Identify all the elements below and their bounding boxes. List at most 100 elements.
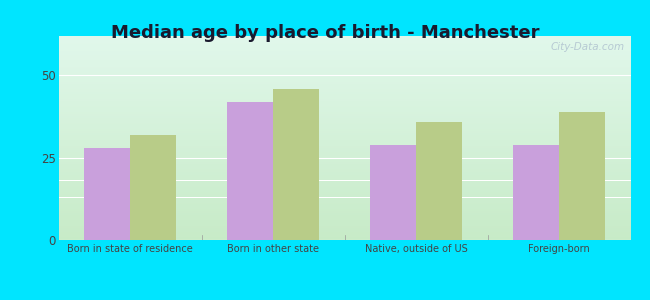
Bar (58, 189, 630, 191)
Bar (559, 112, 604, 240)
Bar (58, 124, 630, 126)
Bar (58, 146, 630, 148)
Bar (58, 174, 630, 176)
Bar (58, 102, 630, 104)
Bar (58, 141, 630, 143)
Bar (58, 138, 630, 140)
Bar (58, 100, 630, 102)
Bar (58, 128, 630, 130)
Bar (58, 61, 630, 63)
Bar (58, 38, 630, 39)
Bar (58, 199, 630, 201)
Bar (58, 130, 630, 131)
Bar (58, 155, 630, 157)
Bar (58, 60, 630, 61)
Bar (58, 170, 630, 172)
Bar (58, 191, 630, 192)
Bar (58, 209, 630, 211)
Bar (58, 44, 630, 46)
Bar (273, 88, 318, 240)
Bar (58, 51, 630, 53)
Bar (58, 72, 630, 74)
Bar (58, 109, 630, 111)
Bar (58, 148, 630, 150)
Bar (58, 206, 630, 208)
Bar (58, 221, 630, 223)
Bar (58, 84, 630, 85)
Bar (58, 220, 630, 221)
Bar (514, 145, 559, 240)
Bar (58, 179, 630, 181)
Bar (58, 48, 630, 50)
Bar (58, 92, 630, 94)
Bar (58, 89, 630, 90)
Bar (58, 162, 630, 164)
Bar (227, 102, 273, 240)
Bar (58, 165, 630, 167)
Bar (58, 232, 630, 233)
Bar (58, 116, 630, 118)
Bar (58, 74, 630, 75)
Bar (58, 143, 630, 145)
Bar (58, 157, 630, 158)
Bar (58, 95, 630, 97)
Bar (58, 70, 630, 72)
Bar (58, 36, 630, 38)
Bar (58, 77, 630, 79)
Bar (58, 87, 630, 89)
Bar (58, 82, 630, 84)
Bar (58, 237, 630, 238)
Bar (58, 201, 630, 202)
Bar (58, 111, 630, 112)
Bar (58, 79, 630, 80)
Bar (58, 196, 630, 197)
Bar (58, 126, 630, 128)
Bar (58, 214, 630, 216)
Bar (58, 228, 630, 230)
Bar (416, 122, 462, 240)
Bar (58, 67, 630, 68)
Bar (58, 225, 630, 226)
Bar (58, 153, 630, 155)
Bar (58, 97, 630, 99)
Bar (58, 226, 630, 228)
Bar (58, 118, 630, 119)
Bar (58, 145, 630, 146)
Bar (58, 39, 630, 41)
Bar (58, 197, 630, 199)
Bar (58, 50, 630, 51)
Bar (58, 184, 630, 186)
Bar (58, 99, 630, 100)
Text: City-Data.com: City-Data.com (551, 42, 625, 52)
Bar (58, 216, 630, 218)
Bar (58, 238, 630, 240)
Bar (58, 75, 630, 77)
Bar (58, 58, 630, 60)
Bar (58, 94, 630, 95)
Bar (58, 107, 630, 109)
Bar (58, 104, 630, 106)
Bar (58, 119, 630, 121)
Bar (58, 194, 630, 196)
Bar (58, 177, 630, 179)
Bar (58, 55, 630, 56)
Bar (58, 68, 630, 70)
Bar (58, 121, 630, 123)
Bar (58, 114, 630, 116)
Bar (58, 202, 630, 204)
Bar (58, 41, 630, 43)
Bar (58, 133, 630, 135)
Text: Median age by place of birth - Manchester: Median age by place of birth - Mancheste… (111, 24, 540, 42)
Bar (58, 152, 630, 153)
Bar (58, 164, 630, 165)
Bar (58, 135, 630, 136)
Bar (58, 182, 630, 184)
Bar (58, 150, 630, 152)
Bar (58, 56, 630, 58)
Bar (58, 167, 630, 169)
Bar (58, 204, 630, 206)
Bar (58, 123, 630, 124)
Bar (58, 233, 630, 235)
Bar (58, 218, 630, 220)
Bar (58, 213, 630, 214)
